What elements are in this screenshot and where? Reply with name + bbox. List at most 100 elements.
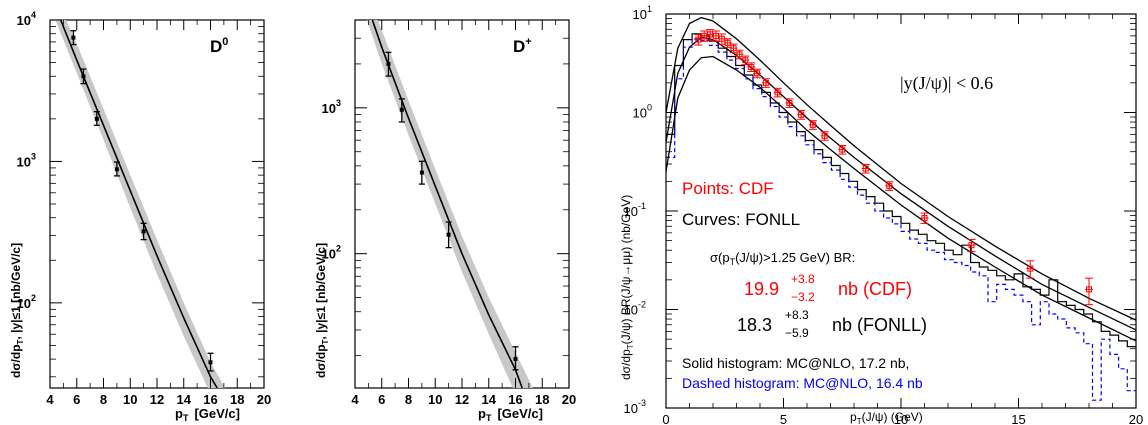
svg-text:nb (FONLL): nb (FONLL) — [832, 315, 927, 335]
y-tick-label: 100 — [633, 103, 652, 121]
svg-text:−5.9: −5.9 — [785, 326, 809, 340]
cdf-marker — [701, 32, 708, 39]
x-tick-label: 4 — [351, 392, 359, 407]
cdf-point — [820, 131, 829, 141]
svg-text:19.9: 19.9 — [744, 279, 779, 299]
point-marker — [399, 107, 404, 112]
panel-d0-label: D0 — [210, 36, 228, 56]
central-curve — [371, 19, 523, 389]
rapidity-cut-label: |y(J/ψ)| < 0.6 — [900, 73, 993, 94]
cdf-marker — [730, 45, 737, 52]
y-tick-label: 104 — [17, 10, 36, 28]
uncertainty-band — [367, 20, 533, 388]
x-tick-label: 18 — [230, 392, 244, 407]
x-tick-label: 10 — [123, 392, 137, 407]
cdf-point — [700, 30, 709, 42]
y-tick-label: 101 — [633, 4, 652, 22]
cdf-point — [711, 30, 720, 42]
y-tick-label: 103 — [322, 98, 341, 116]
x-tick-label: 20 — [257, 392, 271, 407]
cdf-point — [694, 34, 703, 46]
y-tick-label: 10-3 — [624, 398, 646, 416]
x-tick-label: 12 — [150, 392, 164, 407]
data-point — [80, 68, 87, 85]
svg-text:+3.8: +3.8 — [791, 272, 815, 286]
svg-text:nb (CDF): nb (CDF) — [838, 279, 912, 299]
solid-histogram-label: Solid histogram: MC@NLO, 17.2 nb, — [682, 355, 909, 371]
x-tick-label: 8 — [405, 392, 412, 407]
cdf-point — [785, 98, 794, 108]
data-point — [113, 161, 120, 177]
data-point — [385, 51, 392, 77]
cdf-point — [706, 29, 715, 41]
cdf-cross-section: 19.9 +3.8 −3.2 nb (CDF) — [744, 272, 912, 304]
cdf-data-points — [694, 29, 1093, 306]
panel-dplus-fonll-curve — [371, 19, 523, 389]
panel-d0-data-points — [70, 30, 214, 372]
panel-dplus-y-ticks: 102 103 — [322, 37, 569, 357]
cdf-marker — [724, 39, 731, 46]
cdf-point — [1085, 277, 1093, 306]
x-tick-label: 6 — [73, 392, 80, 407]
panel-dplus: 4 6 8 10 12 14 16 18 20 102 103 D+ pT [GeV/c] dσ/d… — [314, 19, 576, 423]
cdf-marker — [798, 111, 805, 118]
y-tick-label: 103 — [17, 151, 36, 169]
data-point — [445, 221, 452, 249]
panel-dplus-y-axis-label: dσ/dpT, |y|≤1 [nb/GeV/c] — [314, 243, 330, 378]
cdf-marker — [707, 31, 714, 38]
cdf-point — [920, 212, 929, 224]
y-tick-label: 102 — [322, 244, 341, 262]
fonll-central-curve — [665, 36, 1137, 331]
x-tick-label: 20 — [562, 392, 576, 407]
cdf-marker — [695, 36, 702, 43]
panel-dplus-x-axis-label: pT [GeV/c] — [478, 406, 543, 423]
cdf-point — [747, 62, 756, 72]
cdf-point — [761, 78, 770, 88]
x-tick-label: 16 — [203, 392, 217, 407]
svg-text:+8.3: +8.3 — [785, 308, 809, 322]
point-marker — [386, 61, 391, 66]
cdf-point — [729, 43, 738, 54]
panel-d0-y-ticks: 102 103 104 — [17, 10, 264, 378]
cdf-marker — [774, 89, 781, 96]
cdf-marker — [754, 70, 761, 77]
x-tick-label: 16 — [508, 392, 522, 407]
panel-jpsi-x-ticks: 0 5 10 15 20 — [662, 14, 1143, 425]
data-point — [70, 30, 77, 46]
data-point — [93, 110, 100, 126]
x-tick-label: 12 — [455, 392, 469, 407]
cdf-marker — [821, 132, 828, 139]
panel-d0-x-ticks: 4 6 8 10 12 14 16 18 20 — [46, 20, 271, 407]
fonll-upper-curve — [665, 16, 1137, 321]
panel-dplus-label: D+ — [513, 36, 532, 56]
panel-dplus-data-points — [385, 51, 519, 371]
data-point — [512, 346, 519, 371]
cdf-point — [735, 49, 744, 60]
x-tick-label: 0 — [662, 412, 669, 425]
cdf-point — [808, 120, 817, 130]
y-tick-label: 10-1 — [624, 201, 646, 219]
x-tick-label: 20 — [1129, 412, 1143, 425]
x-tick-label: 10 — [894, 412, 908, 425]
cdf-point — [797, 110, 806, 120]
x-tick-label: 8 — [100, 392, 107, 407]
x-tick-label: 10 — [428, 392, 442, 407]
panel-dplus-fonll-band — [367, 20, 533, 388]
dashed-histogram — [666, 38, 1136, 401]
cdf-point — [773, 87, 782, 98]
cdf-point — [741, 55, 750, 66]
cdf-marker — [712, 32, 719, 39]
panel-d0-fonll-band — [55, 20, 226, 388]
dashed-histogram-line — [666, 38, 1136, 401]
point-marker — [141, 229, 146, 234]
x-tick-label: 5 — [780, 412, 787, 425]
uncertainty-band — [55, 20, 226, 388]
point-marker — [81, 74, 86, 79]
points-cdf-label: Points: CDF — [682, 179, 774, 198]
svg-text:−3.2: −3.2 — [791, 290, 815, 304]
cdf-marker — [762, 79, 769, 86]
panel-jpsi: 0 5 10 15 20 10-3 10-2 10-1 100 101 |y(J/ψ)| < 0… — [619, 4, 1143, 425]
panel-d0-x-axis-label: pT [GeV/c] — [175, 406, 240, 423]
y-tick-label: 10-2 — [624, 300, 646, 318]
